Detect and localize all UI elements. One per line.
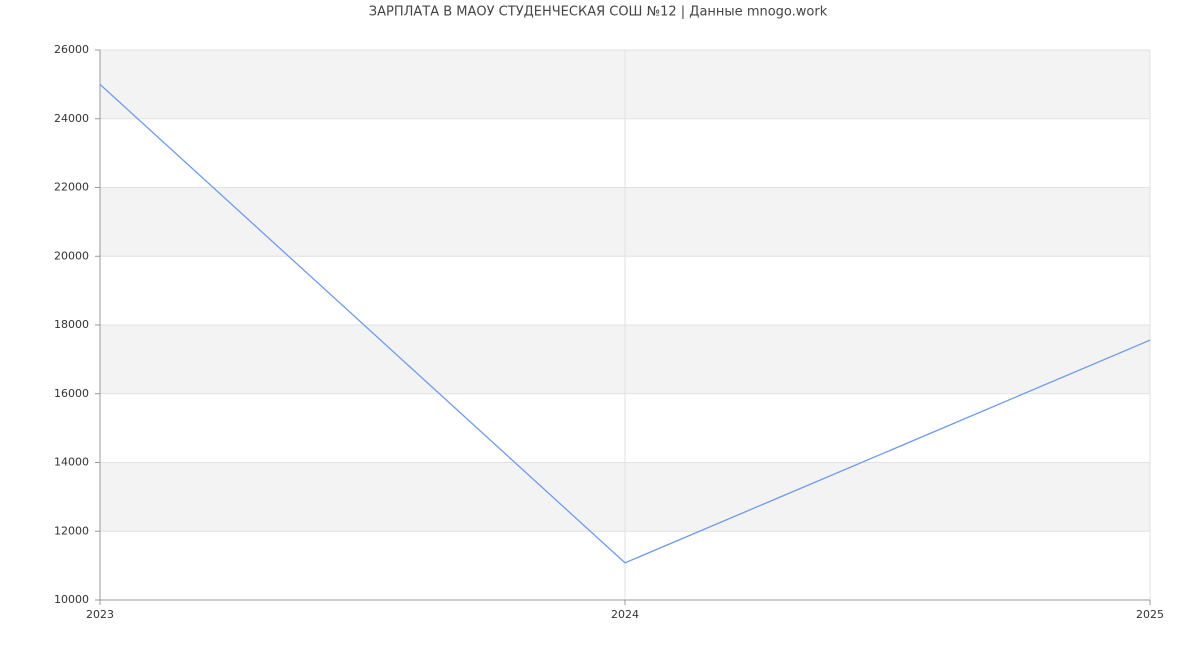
x-tick-label: 2023 xyxy=(86,608,114,621)
chart-title: ЗАРПЛАТА В МАОУ СТУДЕНЧЕСКАЯ СОШ №12 | Д… xyxy=(369,5,828,20)
y-tick-label: 22000 xyxy=(54,181,89,194)
y-tick-label: 12000 xyxy=(54,524,89,537)
line xyxy=(99,83,1151,564)
y-tick-label: 16000 xyxy=(54,387,89,400)
y-tick-label: 24000 xyxy=(54,112,89,125)
y-tick-label: 18000 xyxy=(54,318,89,331)
y-tick-label: 26000 xyxy=(54,43,89,56)
x-tick-label: 2024 xyxy=(611,608,639,621)
y-tick-label: 10000 xyxy=(54,593,89,606)
x-tick-label: 2025 xyxy=(1136,608,1164,621)
y-tick-label: 20000 xyxy=(54,249,89,262)
y-tick-label: 14000 xyxy=(54,456,89,469)
